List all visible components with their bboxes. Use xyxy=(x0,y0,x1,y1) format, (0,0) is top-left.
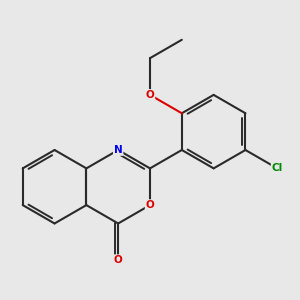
Text: Cl: Cl xyxy=(272,164,283,173)
Text: O: O xyxy=(146,90,154,100)
Text: N: N xyxy=(114,145,123,155)
Text: O: O xyxy=(146,200,154,210)
Text: O: O xyxy=(114,255,123,265)
